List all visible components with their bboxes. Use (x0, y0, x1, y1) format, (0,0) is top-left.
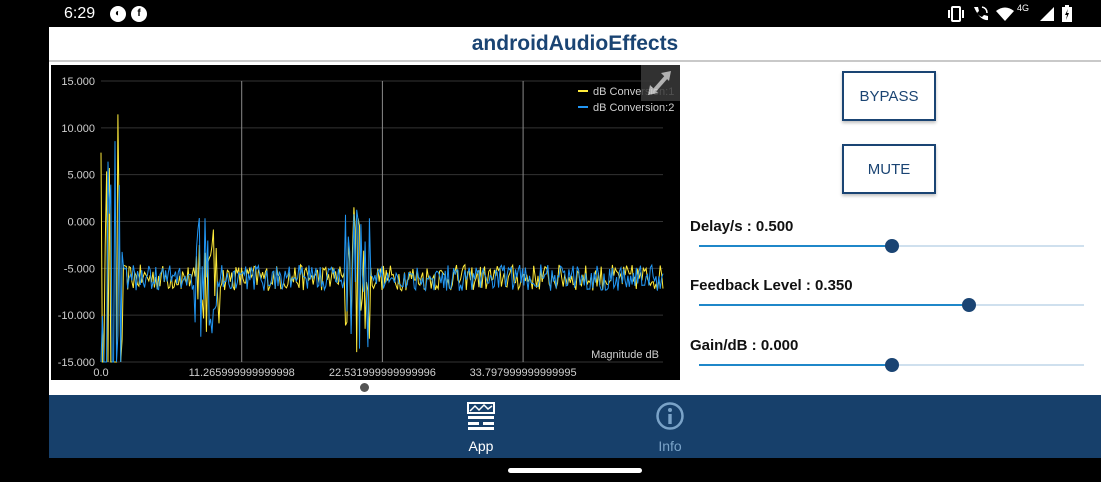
delay-slider[interactable] (699, 238, 1084, 254)
nav-label-info: Info (658, 438, 682, 454)
delay-label: Delay/s : 0.500 (690, 218, 794, 235)
x-tick-label: 0.0 (93, 367, 108, 379)
series-line (100, 114, 664, 363)
y-tick-label: -10.000 (58, 310, 95, 322)
status-icons: 4G (947, 3, 1073, 24)
nav-item-info[interactable]: Info (630, 401, 710, 454)
y-tick-label: 0.000 (67, 217, 95, 229)
gesture-navigation-bar[interactable] (508, 468, 642, 473)
app-chart-icon (467, 402, 495, 430)
y-tick-label: 5.000 (67, 170, 95, 182)
pager-indicator (360, 383, 369, 392)
battery-icon (1062, 5, 1072, 22)
slider-fill (699, 364, 892, 366)
slider-fill (699, 304, 969, 306)
y-tick-label: -15.000 (58, 357, 95, 369)
x-tick-label: 22.531999999999996 (329, 367, 436, 379)
x-tick-label: 11.265999999999998 (189, 367, 295, 379)
chart-svg: 15.000 10.000 5.000 0.000 -5.000 -10.000 -15.0… (58, 76, 675, 379)
app-window: androidAudioEffects 15.000 10.000 5.000 0.0… (49, 27, 1101, 458)
mute-button[interactable]: MUTE (842, 144, 936, 194)
status-time: 6:29 (64, 5, 96, 22)
app-title: androidAudioEffects (471, 32, 679, 55)
status-bar: 6:29 ◐ f 4G (0, 0, 1101, 27)
nav-item-app[interactable]: App (441, 401, 521, 454)
expand-icon (648, 71, 671, 95)
feedback-level-label: Feedback Level : 0.350 (690, 277, 853, 294)
expand-chart-button[interactable] (641, 65, 680, 101)
x-tick-label: 33.797999999999995 (470, 367, 577, 379)
slider-thumb[interactable] (961, 298, 976, 312)
app-header: androidAudioEffects (49, 27, 1101, 62)
app-notification-icon: ◐ (110, 6, 126, 22)
bottom-navigation: App Info (49, 395, 1101, 458)
slider-fill (699, 245, 892, 247)
gain-label: Gain/dB : 0.000 (690, 337, 799, 354)
slider-thumb[interactable] (884, 239, 899, 253)
wifi-calling-icon (973, 6, 988, 21)
nav-label-app: App (468, 438, 494, 454)
y-tick-label: 10.000 (61, 123, 95, 135)
slider-thumb[interactable] (884, 358, 899, 372)
y-tick-label: -5.000 (64, 263, 95, 275)
wifi-icon (995, 7, 1014, 21)
info-icon (656, 402, 684, 430)
bypass-button[interactable]: BYPASS (842, 71, 936, 121)
y-tick-label: 15.000 (61, 76, 95, 88)
vibrate-icon (947, 6, 964, 22)
f-notification-icon: f (131, 6, 147, 22)
network-type: 4G (1016, 3, 1029, 13)
audio-chart[interactable]: 15.000 10.000 5.000 0.000 -5.000 -10.000 -15.0… (51, 65, 680, 380)
series-line (100, 141, 664, 363)
x-axis-label: Magnitude dB (591, 349, 659, 361)
legend-label: dB Conversion:2 (593, 102, 674, 114)
signal-icon (1040, 7, 1054, 21)
gain-slider[interactable] (699, 357, 1084, 373)
feedback-level-slider[interactable] (699, 297, 1084, 313)
